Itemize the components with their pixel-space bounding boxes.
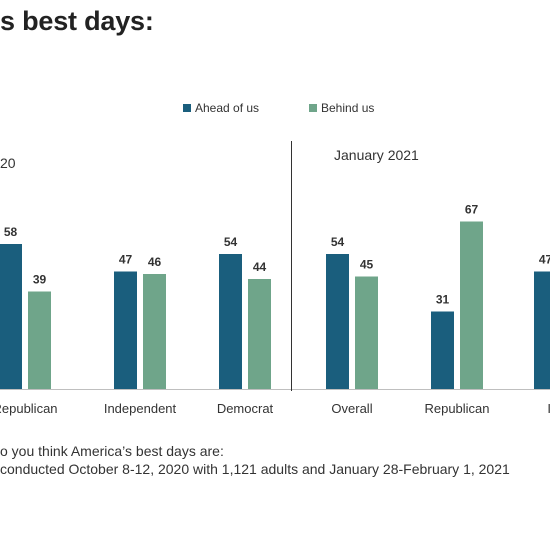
bar-january-2021-republican-behind-us — [460, 221, 483, 389]
bar-january-2021-republican-ahead-of-us — [431, 311, 454, 389]
category-label-january-2021-overall: Overall — [331, 401, 372, 416]
survey-note: conducted October 8-12, 2020 with 1,121 … — [0, 461, 510, 477]
data-label-january-2021-republican-behind-us: 67 — [465, 203, 479, 217]
bar-20-independent-ahead-of-us — [114, 271, 137, 389]
data-label-20-independent-behind-us: 46 — [148, 255, 162, 269]
category-label-20-democrat: Democrat — [217, 401, 274, 416]
legend-swatch-behind — [309, 104, 317, 112]
category-label-20-independent: Independent — [104, 401, 177, 416]
data-label-20-republican-behind-us: 39 — [33, 273, 47, 287]
legend-label-behind: Behind us — [321, 101, 375, 115]
bar-january-2021-overall-behind-us — [355, 276, 378, 389]
period-label-2020: 20 — [0, 155, 16, 171]
bar-january-2021-overall-ahead-of-us — [326, 254, 349, 389]
bar-20-democrat-behind-us — [248, 279, 271, 389]
question-note: o you think America’s best days are: — [0, 443, 224, 459]
category-label-january-2021-inde: Inde — [547, 401, 550, 416]
data-label-january-2021-overall-behind-us: 45 — [360, 258, 374, 272]
period-label-january-2021: January 2021 — [334, 147, 419, 163]
legend-swatch-ahead — [183, 104, 191, 112]
category-label-january-2021-republican: Republican — [424, 401, 489, 416]
data-label-20-republican-ahead-of-us: 58 — [4, 225, 18, 239]
data-label-january-2021-republican-ahead-of-us: 31 — [436, 293, 450, 307]
bar-20-republican-ahead-of-us — [0, 244, 22, 389]
bar-20-republican-behind-us — [28, 291, 51, 389]
legend-item-ahead: Ahead of us — [183, 101, 259, 115]
data-label-january-2021-overall-ahead-of-us: 54 — [331, 235, 345, 249]
bar-20-democrat-ahead-of-us — [219, 254, 242, 389]
data-label-20-independent-ahead-of-us: 47 — [119, 253, 133, 267]
data-label-20-democrat-ahead-of-us: 54 — [224, 235, 238, 249]
legend-label-ahead: Ahead of us — [195, 101, 260, 115]
legend-item-behind: Behind us — [309, 101, 374, 115]
bar-january-2021-inde-ahead-of-us — [534, 271, 550, 389]
data-label-january-2021-inde-ahead-of-us: 47 — [539, 253, 550, 267]
data-label-20-democrat-behind-us: 44 — [253, 260, 267, 274]
chart-title: s best days: — [0, 6, 154, 36]
bar-20-independent-behind-us — [143, 274, 166, 389]
category-label-20-republican: Republican — [0, 401, 58, 416]
